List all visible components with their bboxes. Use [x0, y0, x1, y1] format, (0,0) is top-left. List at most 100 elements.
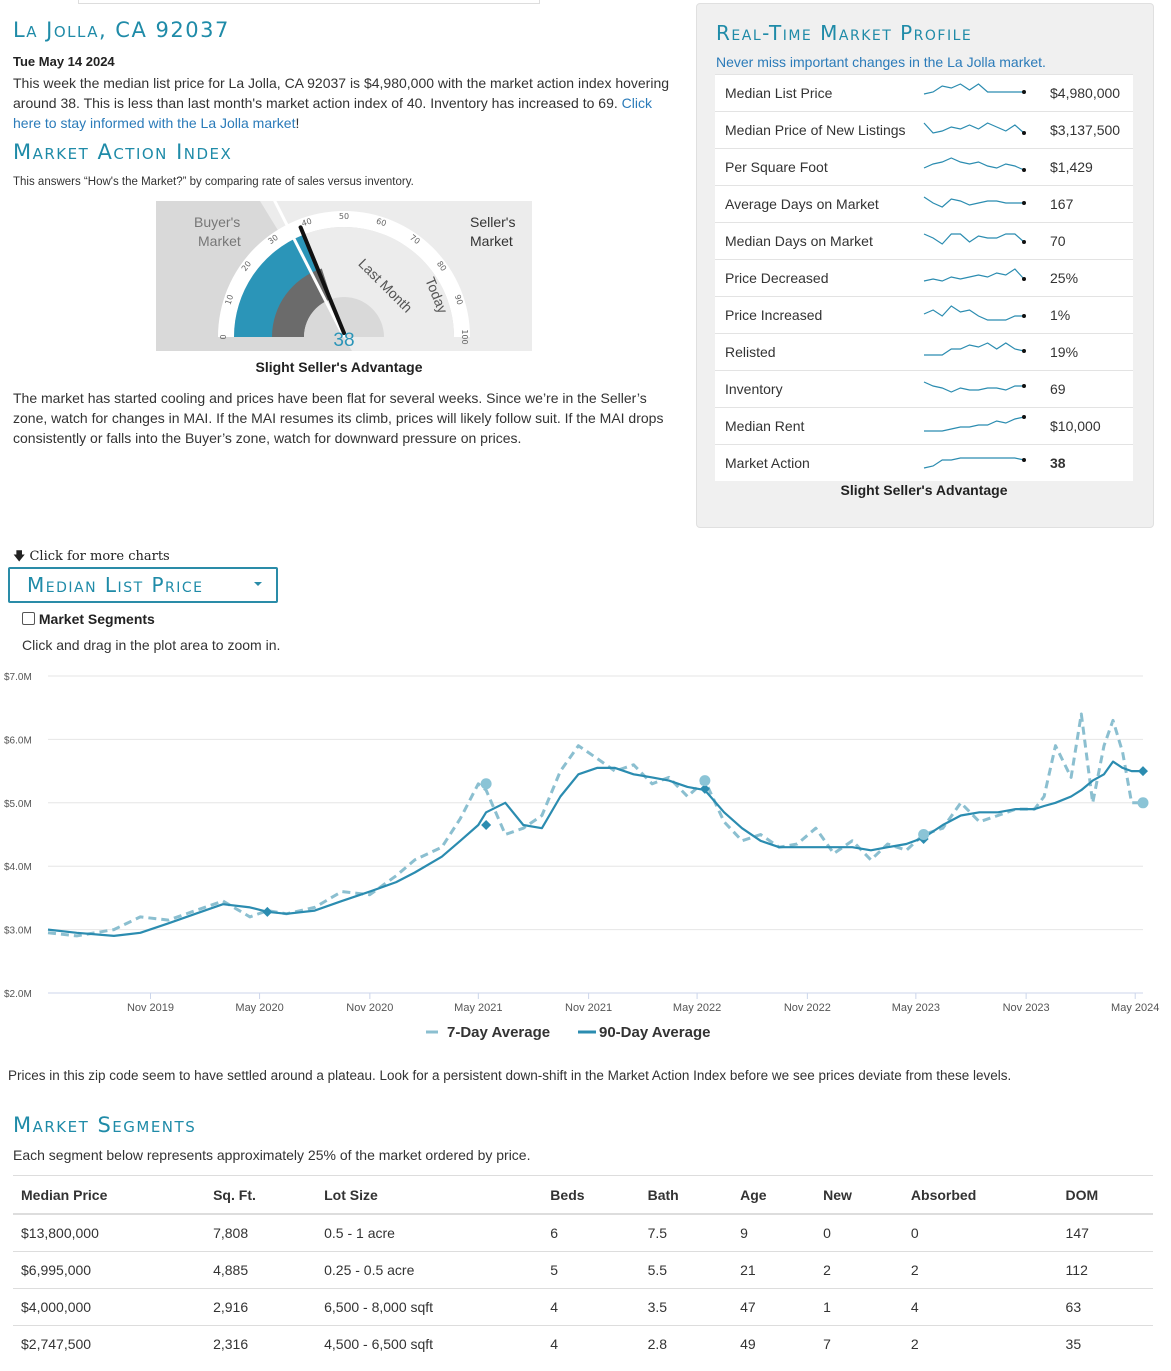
y-tick-label: $3.0M — [4, 926, 32, 937]
sparkline-end-dot — [1022, 348, 1026, 353]
table-cell: 1 — [815, 1288, 903, 1326]
table-cell: 49 — [732, 1325, 816, 1362]
sparkline-line — [923, 82, 1024, 95]
profile-row-sparkline — [920, 74, 1040, 112]
profile-row-sparkline — [920, 444, 1040, 481]
table-row: $4,000,000 2,916 6,500 - 8,000 sqft 4 3.5 47 1… — [13, 1288, 1153, 1326]
report-date: Tue May 14 2024 — [13, 54, 115, 69]
table-cell: 0.25 - 0.5 acre — [316, 1251, 543, 1289]
profile-row-value: 25% — [1040, 259, 1133, 297]
sparkline-end-dot — [1022, 383, 1026, 388]
table-cell: 2 — [815, 1251, 903, 1289]
segments-column-header: Lot Size — [316, 1175, 543, 1215]
table-row: $13,800,000 7,808 0.5 - 1 acre 6 7.5 9 0 0 147 — [13, 1213, 1153, 1252]
sparkline-graphic — [924, 341, 1026, 356]
chart-type-label: Median List Price — [27, 573, 204, 597]
chart-type-dropdown[interactable]: Median List Price — [8, 567, 278, 603]
sparkline-graphic — [923, 156, 1026, 172]
table-cell: 2 — [902, 1251, 1058, 1289]
profile-row-sparkline — [920, 370, 1040, 408]
sparkline-line — [923, 267, 1025, 282]
sparkline-line — [924, 341, 1025, 356]
more-charts-label: Click for more charts — [29, 549, 170, 564]
down-arrow-icon: 🡇 — [13, 549, 26, 563]
table-cell: $13,800,000 — [13, 1213, 206, 1252]
table-cell: $4,000,000 — [13, 1288, 206, 1326]
gauge-tick-label: 10 — [224, 293, 236, 305]
series-line — [47, 760, 1143, 937]
data-point-marker — [262, 906, 273, 917]
profile-row-value: 70 — [1040, 222, 1133, 260]
gauge-today-band — [234, 234, 320, 337]
profile-row-value: $4,980,000 — [1040, 74, 1133, 112]
data-point-marker — [1138, 766, 1148, 777]
x-tick-label: May 2023 — [892, 1002, 940, 1014]
legend-label-90day: 90-Day Average — [599, 1024, 710, 1041]
table-cell: 4,500 - 6,500 sqft — [316, 1325, 543, 1362]
segments-column-header: Age — [732, 1175, 816, 1215]
profile-row-label: Inventory — [715, 370, 920, 408]
caret-down-icon — [254, 582, 262, 586]
gauge-hub — [304, 297, 384, 337]
sparkline-graphic — [923, 304, 1026, 321]
segments-column-header: DOM — [1057, 1175, 1153, 1215]
stay-informed-link[interactable]: Click here to stay informed with the La … — [13, 95, 652, 131]
profile-row-value: 38 — [1040, 444, 1133, 481]
profile-row-value: 69 — [1040, 370, 1133, 408]
mai-subtitle: This answers “How's the Market?” by comp… — [13, 176, 414, 188]
y-tick-label: $6.0M — [4, 735, 32, 746]
profile-row-value: 1% — [1040, 296, 1133, 334]
profile-row-label: Per Square Foot — [715, 148, 920, 186]
segments-column-header: Sq. Ft. — [205, 1175, 317, 1215]
median-list-price-chart[interactable]: $7.0M $6.0M $5.0M $4.0M $3.0M $2.0M Nov 2019 Ma… — [0, 665, 1171, 1050]
profile-row: Average Days on Market 167 — [715, 185, 1133, 223]
table-cell: 21 — [732, 1251, 816, 1289]
table-cell: $6,995,000 — [13, 1251, 206, 1289]
table-cell: 9 — [732, 1213, 816, 1252]
gauge-tick-label: 60 — [375, 217, 387, 229]
table-cell: 47 — [732, 1288, 816, 1326]
data-point-marker — [480, 778, 492, 790]
segments-table: Median Price Sq. Ft. Lot Size Beds Bath Age Ne… — [13, 1175, 1153, 1362]
data-point-marker — [699, 783, 710, 794]
table-cell: 6 — [542, 1213, 640, 1252]
data-point-marker — [481, 819, 492, 830]
sparkline-end-dot — [1022, 276, 1026, 281]
mai-gauge: 0 10 20 30 40 50 60 70 80 90 100 Last Month Today Bu… — [156, 201, 532, 351]
sparkline-end-dot — [1022, 239, 1026, 244]
table-cell: $2,747,500 — [13, 1325, 206, 1362]
profile-row-label: Relisted — [715, 333, 920, 371]
profile-row-label: Median Days on Market — [715, 222, 920, 260]
tab-bar-edge — [78, 0, 540, 4]
profile-row: Median Price of New Listings $3,137,500 — [715, 111, 1133, 149]
table-cell: 3.5 — [639, 1288, 733, 1326]
mai-title: Market Action Index — [13, 140, 233, 164]
sparkline-graphic — [923, 195, 1026, 208]
profile-row-sparkline — [920, 222, 1040, 260]
segments-column-header: Bath — [639, 1175, 733, 1215]
gauge-tick-label: 90 — [453, 293, 465, 305]
summary-text: This week the median list price for La J… — [13, 75, 670, 111]
profile-row-sparkline — [920, 333, 1040, 371]
sparkline-graphic — [924, 414, 1026, 432]
market-segments-toggle[interactable]: Market Segments — [22, 611, 155, 627]
profile-row: Relisted 19% — [715, 333, 1133, 371]
summary-paragraph: This week the median list price for La J… — [13, 73, 673, 133]
segments-subtitle: Each segment below represents approximat… — [13, 1147, 531, 1163]
chart-summary: Prices in this zip code seem to have set… — [8, 1068, 1012, 1083]
profile-row-label: Price Decreased — [715, 259, 920, 297]
more-charts-link[interactable]: 🡇 Click for more charts — [13, 547, 170, 568]
data-point-marker — [1137, 797, 1149, 809]
profile-title: Real-Time Market Profile — [716, 21, 973, 45]
sparkline-line — [923, 232, 1025, 245]
market-segments-checkbox[interactable] — [22, 612, 35, 625]
table-cell: 7 — [815, 1325, 903, 1362]
table-cell: 6,500 - 8,000 sqft — [316, 1288, 543, 1326]
table-cell: 2 — [902, 1325, 1058, 1362]
y-tick-label: $4.0M — [4, 862, 32, 873]
profile-row-label: Median Price of New Listings — [715, 111, 920, 149]
profile-row-value: 19% — [1040, 333, 1133, 371]
sparkline-line — [923, 456, 1025, 469]
profile-row-value: $1,429 — [1040, 148, 1133, 186]
